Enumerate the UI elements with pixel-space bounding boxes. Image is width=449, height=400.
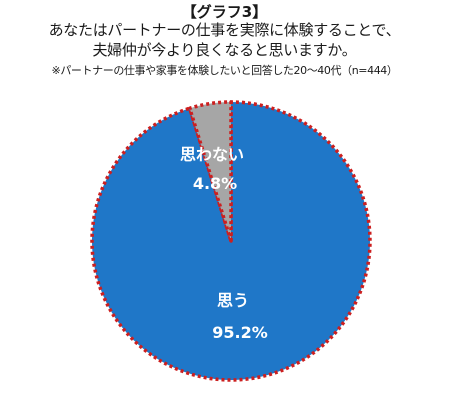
pie-slices xyxy=(90,100,372,382)
chart-title-line-2: 夫婦仲が今より良くなると思いますか。 xyxy=(92,41,357,59)
slice-label-agree: 思う xyxy=(217,291,249,310)
chart-title-line-1: あなたはパートナーの仕事を実際に体験することで、 xyxy=(48,21,401,39)
slice-value-agree: 95.2% xyxy=(212,323,268,342)
pie-slice-disagree xyxy=(187,100,233,243)
chart-subtitle: ※パートナーの仕事や家事を体験したいと回答した20～40代（n=444） xyxy=(51,64,398,77)
pie-labels: 思わない 4.8% 思う 95.2% xyxy=(180,145,268,342)
chart-title-tag: 【グラフ3】 xyxy=(181,3,268,21)
slice-value-disagree: 4.8% xyxy=(193,174,237,193)
slice-label-disagree: 思わない xyxy=(180,145,244,164)
